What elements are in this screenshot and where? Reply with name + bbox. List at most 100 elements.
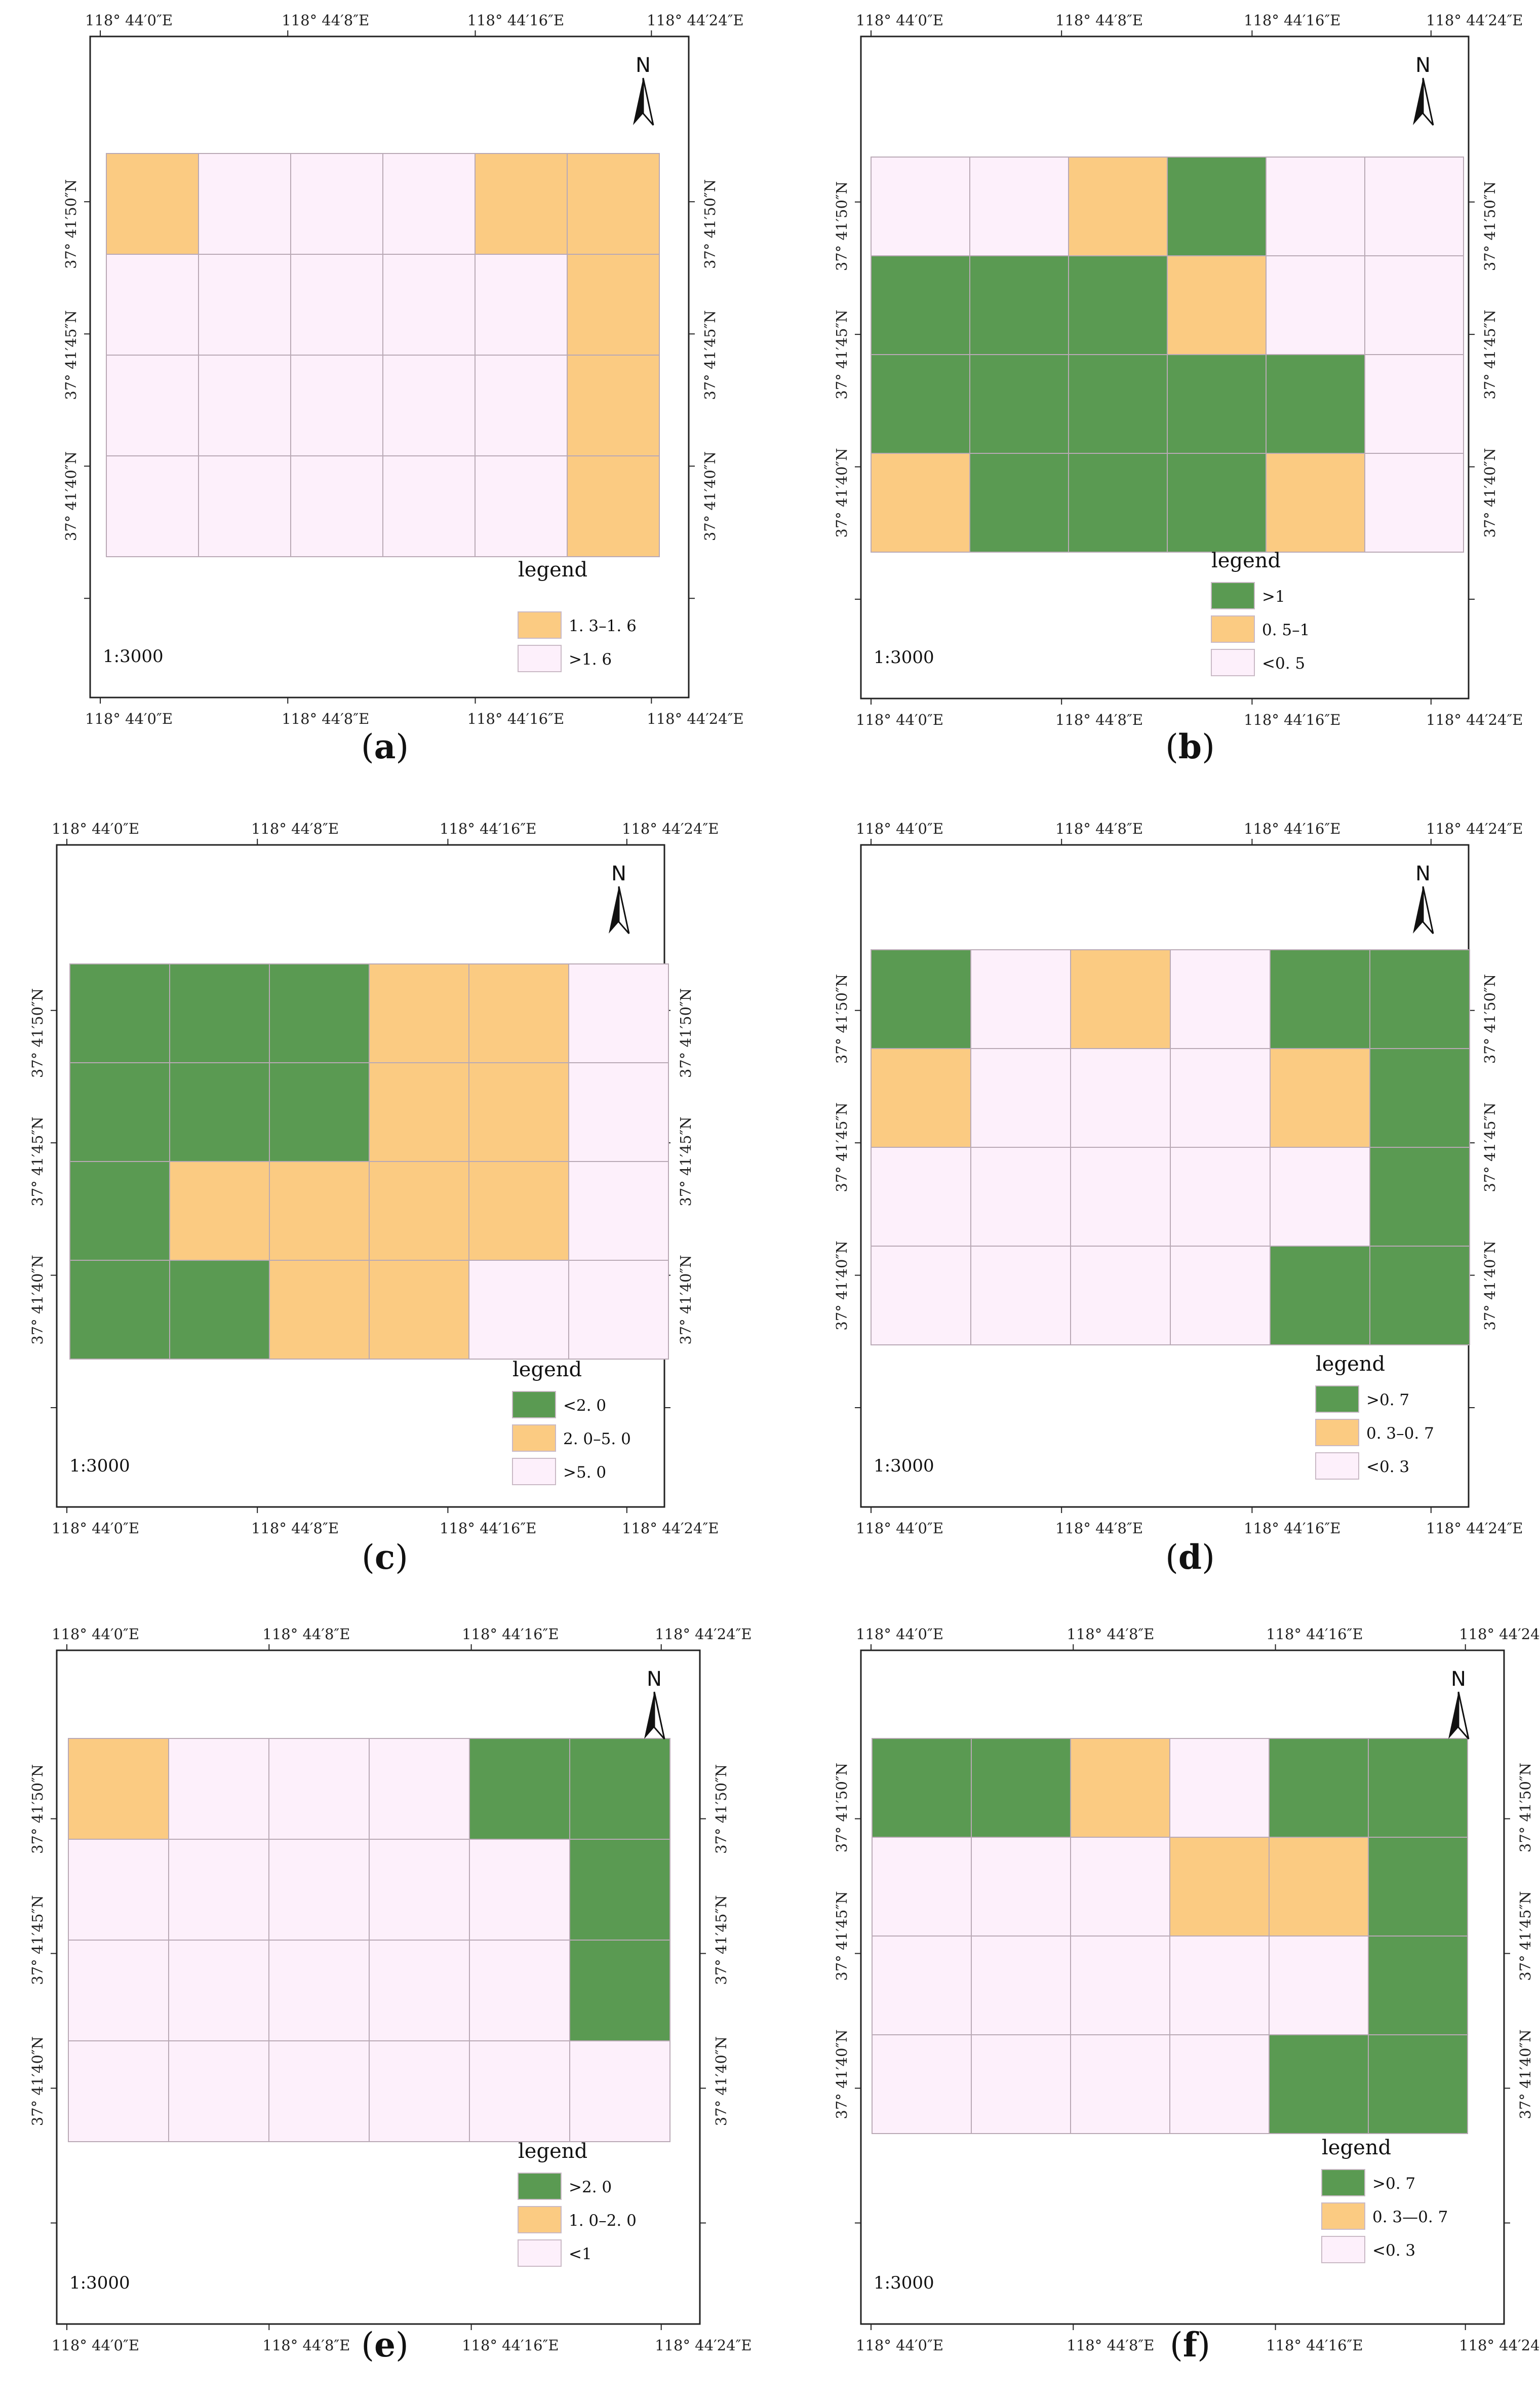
grid-cell — [1270, 949, 1370, 1049]
bottom-lon-label: 118° 44′8″E — [262, 2337, 350, 2354]
panel-caption-e: (e) — [334, 2325, 436, 2365]
grid-cell — [1269, 1837, 1369, 1937]
grid-cell — [1068, 157, 1168, 256]
left-lat-label: 37° 41′40″N — [833, 1241, 850, 1330]
legend-label: >2. 0 — [569, 2178, 612, 2196]
bottom-lon-label: 118° 44′16″E — [462, 2337, 559, 2354]
grid-cell — [1269, 2034, 1369, 2134]
right-lat-label: 37° 41′50″N — [1481, 974, 1498, 1064]
grid-cell — [1169, 2034, 1270, 2134]
top-lon-label: 118° 44′0″E — [52, 1625, 139, 1643]
grid-cell — [475, 254, 568, 356]
bottom-lon-label: 118° 44′0″E — [85, 710, 173, 727]
caption-letter: c — [374, 1537, 396, 1577]
grid-cell — [268, 2040, 370, 2142]
grid-cell — [971, 1837, 1071, 1937]
grid-cell — [1070, 2034, 1170, 2134]
grid-cell — [198, 455, 291, 557]
map-panel-b: 118° 44′0″E 118° 44′0″E 118° 44′8″E 118° 44… — [833, 12, 1523, 728]
grid-cell — [469, 2040, 570, 2142]
grid-cell — [969, 255, 1069, 355]
classification-grid — [69, 963, 669, 1360]
left-lat-label: 37° 41′50″N — [29, 1764, 46, 1854]
caption-open-paren: ( — [361, 2326, 374, 2365]
legend-label: <2. 0 — [563, 1397, 606, 1415]
legend-swatch — [1315, 1385, 1359, 1413]
legend-title: legend — [518, 558, 587, 582]
grid-cell — [1266, 453, 1365, 553]
grid-cell — [569, 1738, 670, 1840]
north-arrow-icon — [653, 1691, 665, 1739]
top-lon-label: 118° 44′16″E — [1244, 820, 1340, 837]
panel-caption-a: (a) — [334, 727, 436, 766]
bottom-lon-label: 118° 44′24″E — [647, 710, 743, 727]
grid-cell — [1368, 1738, 1468, 1838]
grid-cell — [1364, 354, 1464, 454]
grid-cell — [1368, 1837, 1468, 1937]
map-scale: 1:3000 — [874, 647, 934, 668]
grid-cell — [1070, 1246, 1171, 1345]
legend-label: <0. 5 — [1262, 654, 1305, 673]
bottom-lon-label: 118° 44′24″E — [655, 2337, 752, 2354]
grid-cell — [475, 455, 568, 557]
caption-letter: d — [1178, 1537, 1202, 1577]
caption-close-paren: ) — [1197, 2326, 1210, 2365]
grid-cell — [369, 2040, 470, 2142]
grid-cell — [1266, 157, 1365, 256]
caption-close-paren: ) — [1202, 727, 1215, 766]
grid-cell — [69, 1161, 170, 1261]
right-lat-label: 37° 41′45″N — [1481, 309, 1498, 399]
grid-cell — [1269, 1738, 1369, 1838]
caption-close-paren: ) — [395, 1538, 408, 1577]
classification-grid — [871, 157, 1464, 553]
legend-title: legend — [1316, 1352, 1385, 1376]
north-arrow-icon — [1422, 886, 1434, 934]
grid-cell — [198, 355, 291, 456]
map-frame — [860, 35, 1470, 700]
right-lat-label: 37° 41′50″N — [677, 988, 694, 1078]
caption-open-paren: ( — [1165, 727, 1178, 766]
north-label: N — [1415, 862, 1431, 885]
caption-open-paren: ( — [361, 727, 374, 766]
left-lat-label: 37° 41′50″N — [62, 179, 80, 269]
top-lon-label: 118° 44′8″E — [1067, 1625, 1154, 1643]
classification-grid — [106, 153, 660, 557]
legend-label: 0. 5–1 — [1262, 621, 1310, 639]
grid-cell — [1364, 453, 1464, 553]
grid-cell — [971, 1936, 1071, 2035]
grid-cell — [1070, 1147, 1171, 1247]
caption-open-paren: ( — [1165, 1538, 1178, 1577]
classification-grid — [68, 1738, 670, 2142]
panel-caption-d: (d) — [1139, 1537, 1241, 1577]
legend-label: >5. 0 — [563, 1463, 606, 1482]
top-lon-label: 118° 44′8″E — [262, 1625, 350, 1643]
grid-cell — [168, 1940, 269, 2041]
grid-cell — [369, 1738, 470, 1840]
left-lat-label: 37° 41′40″N — [29, 1255, 46, 1344]
top-lon-label: 118° 44′0″E — [85, 12, 173, 29]
grid-cell — [1169, 1936, 1270, 2035]
top-lon-label: 118° 44′8″E — [251, 820, 339, 837]
grid-cell — [1269, 1936, 1369, 2035]
north-label: N — [1451, 1668, 1466, 1691]
map-scale: 1:3000 — [874, 1456, 934, 1476]
north-arrow-icon — [1413, 886, 1423, 934]
left-lat-label: 37° 41′40″N — [833, 448, 850, 537]
right-lat-label: 37° 41′50″N — [1517, 1763, 1534, 1852]
grid-cell — [469, 1738, 570, 1840]
grid-cell — [382, 355, 476, 456]
grid-cell — [568, 1062, 669, 1162]
top-lon-label: 118° 44′16″E — [1244, 12, 1340, 29]
grid-cell — [1170, 1246, 1271, 1345]
right-lat-label: 37° 41′40″N — [1481, 1241, 1498, 1330]
left-lat-label: 37° 41′40″N — [29, 2036, 46, 2126]
bottom-lon-label: 118° 44′16″E — [440, 1520, 536, 1537]
caption-open-paren: ( — [362, 1538, 375, 1577]
north-arrow-icon — [609, 886, 619, 934]
bottom-lon-label: 118° 44′0″E — [856, 2337, 943, 2354]
grid-cell — [567, 254, 660, 356]
grid-cell — [69, 1062, 170, 1162]
grid-cell — [369, 963, 469, 1063]
grid-cell — [269, 1161, 370, 1261]
grid-cell — [1368, 1936, 1468, 2035]
